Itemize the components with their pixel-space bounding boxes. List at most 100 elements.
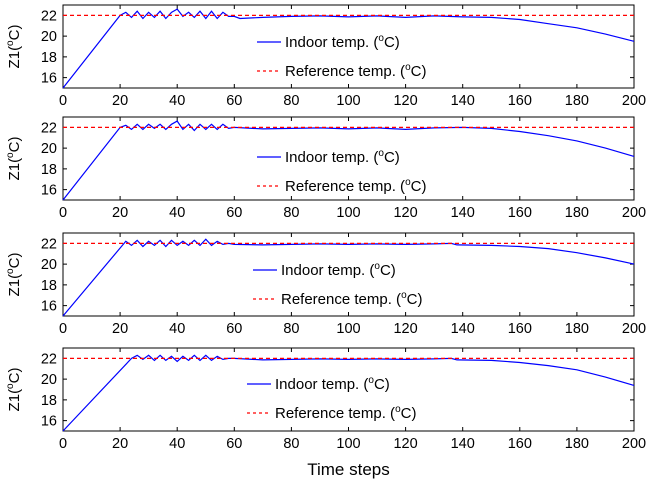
y-tick-label: 22: [41, 236, 57, 252]
x-tick-label: 140: [451, 205, 475, 221]
legend-label-sup: o: [374, 261, 380, 272]
y-axis-label-base: Z1(: [6, 158, 23, 181]
y-tick-label: 20: [41, 141, 57, 157]
y-tick-label: 20: [41, 257, 57, 273]
legend-label-base: Indoor temp. (: [281, 262, 374, 279]
y-tick-label: 20: [41, 29, 57, 45]
legend-label-unit: C): [411, 178, 427, 195]
x-tick-label: 100: [336, 321, 360, 337]
legend-label-base: Reference temp. (: [275, 405, 395, 422]
legend-label: Indoor temp. (oC): [285, 148, 400, 166]
legend-label-unit: C): [374, 376, 390, 393]
y-axis-label-sup: o: [5, 152, 16, 158]
legend-label-base: Indoor temp. (: [285, 34, 378, 51]
y-tick-label: 22: [41, 8, 57, 24]
y-axis-label: Z1(oC): [5, 25, 23, 69]
x-tick-label: 120: [393, 321, 417, 337]
x-tick-label: 180: [565, 436, 589, 452]
y-tick-label: 18: [41, 50, 57, 66]
x-tick-label: 40: [169, 205, 185, 221]
legend-label: Indoor temp. (oC): [275, 375, 390, 393]
x-tick-label: 60: [226, 321, 242, 337]
x-tick-label: 120: [393, 93, 417, 109]
x-tick-label: 140: [451, 436, 475, 452]
y-tick-label: 18: [41, 393, 57, 409]
x-tick-label: 20: [112, 321, 128, 337]
y-axis-label: Z1(oC): [5, 368, 23, 412]
chart-panel-2: 0 20 40 60 80 100 120 140 160 180 20016182022Z1(oC…: [5, 116, 646, 221]
x-tick-label: 40: [169, 93, 185, 109]
x-tick-label: 160: [508, 93, 532, 109]
x-tick-label: 140: [451, 321, 475, 337]
x-tick-label: 100: [336, 205, 360, 221]
legend-label-unit: C): [384, 149, 400, 166]
y-axis-label-unit: C): [6, 253, 23, 269]
x-tick-label: 140: [451, 93, 475, 109]
legend-label-unit: C): [411, 63, 427, 80]
y-axis-label-base: Z1(: [6, 389, 23, 412]
legend-label-sup: o: [405, 177, 411, 188]
x-tick-label: 60: [226, 436, 242, 452]
y-axis-label: Z1(oC): [5, 253, 23, 297]
x-tick-label: 20: [112, 93, 128, 109]
x-tick-label: 80: [283, 205, 299, 221]
legend-label-sup: o: [378, 148, 384, 159]
y-tick-label: 16: [41, 414, 57, 430]
legend-label-base: Reference temp. (: [285, 63, 405, 80]
x-tick-label: 160: [508, 205, 532, 221]
x-tick-label: 100: [336, 436, 360, 452]
x-tick-label: 0: [59, 93, 67, 109]
x-tick-label: 200: [622, 93, 646, 109]
legend-label: Reference temp. (oC): [275, 404, 416, 422]
y-axis-label-unit: C): [6, 137, 23, 153]
y-tick-label: 18: [41, 278, 57, 294]
x-tick-label: 0: [59, 321, 67, 337]
legend-label-unit: C): [384, 34, 400, 51]
legend-label-unit: C): [407, 291, 423, 308]
legend-label: Indoor temp. (oC): [285, 33, 400, 51]
x-tick-label: 100: [336, 93, 360, 109]
y-axis-label-unit: C): [6, 25, 23, 41]
chart-panel-4: 0 20 40 60 80 100 120 140 160 180 20016182022Z1(oC…: [5, 347, 646, 479]
y-tick-label: 22: [41, 351, 57, 367]
x-tick-label: 40: [169, 436, 185, 452]
legend-label: Indoor temp. (oC): [281, 261, 396, 279]
y-tick-label: 16: [41, 183, 57, 199]
x-tick-label: 200: [622, 321, 646, 337]
x-tick-label: 180: [565, 93, 589, 109]
legend-label-base: Indoor temp. (: [285, 149, 378, 166]
legend-label-base: Reference temp. (: [285, 178, 405, 195]
x-tick-label: 80: [283, 321, 299, 337]
legend-label: Reference temp. (oC): [285, 177, 426, 195]
y-axis-label-base: Z1(: [6, 274, 23, 297]
y-axis-label-sup: o: [5, 40, 16, 46]
indoor-temp-line: [62, 120, 635, 201]
x-tick-label: 0: [59, 205, 67, 221]
x-axis-label: Time steps: [307, 460, 390, 479]
x-tick-label: 160: [508, 436, 532, 452]
chart-panel-3: 0 20 40 60 80 100 120 140 160 180 20016182022Z1(oC…: [5, 232, 646, 337]
x-tick-label: 180: [565, 205, 589, 221]
y-tick-label: 22: [41, 120, 57, 136]
legend-label-base: Reference temp. (: [281, 291, 401, 308]
y-axis-label-sup: o: [5, 268, 16, 274]
x-tick-label: 0: [59, 436, 67, 452]
x-tick-label: 180: [565, 321, 589, 337]
y-axis-label-sup: o: [5, 383, 16, 389]
y-axis-label: Z1(oC): [5, 137, 23, 181]
x-tick-label: 120: [393, 436, 417, 452]
indoor-temp-line: [62, 354, 635, 432]
x-tick-label: 20: [112, 205, 128, 221]
x-tick-label: 60: [226, 93, 242, 109]
x-tick-label: 80: [283, 436, 299, 452]
x-tick-label: 20: [112, 436, 128, 452]
x-tick-label: 200: [622, 205, 646, 221]
y-tick-label: 16: [41, 299, 57, 315]
legend-label: Reference temp. (oC): [285, 62, 426, 80]
legend-label-sup: o: [368, 375, 374, 386]
x-tick-label: 160: [508, 321, 532, 337]
y-tick-label: 16: [41, 71, 57, 87]
chart-panel-1: 0 20 40 60 80 100 120 140 160 180 20016182022Z1(oC…: [5, 4, 646, 109]
